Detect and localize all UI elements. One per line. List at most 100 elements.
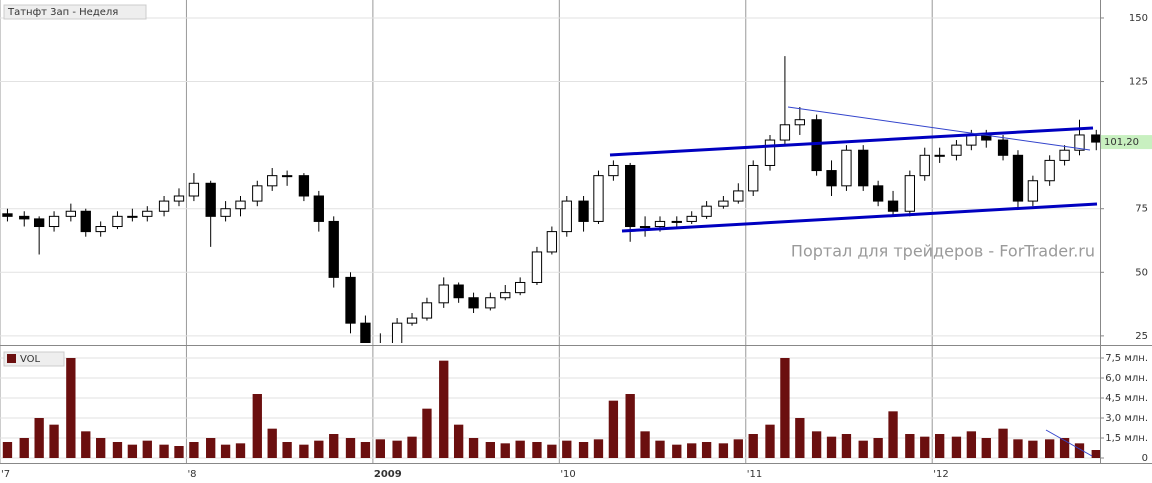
trend-lines [609, 106, 1098, 233]
y-tick-label: 7,5 млн. [1105, 353, 1148, 364]
volume-bar [127, 444, 138, 458]
y-tick-label: 3,0 млн. [1105, 413, 1148, 424]
volume-bar [282, 442, 292, 458]
candle-body [360, 322, 371, 343]
candle-body [19, 215, 30, 220]
volume-bar [905, 434, 915, 458]
x-tick-label: '12 [933, 469, 948, 480]
volume-bar [439, 360, 449, 458]
y-tick-label: 150 [1129, 13, 1148, 24]
candle-body [858, 149, 869, 187]
candle-body [95, 226, 106, 233]
volume-bar [1013, 439, 1023, 458]
volume-bar [485, 442, 495, 458]
candle-body [188, 182, 200, 197]
trend-line [787, 106, 1091, 151]
header-box[interactable] [3, 4, 147, 20]
volume-bar [81, 431, 91, 458]
volume-bar [562, 440, 572, 458]
volume-bar [935, 434, 945, 458]
candle-body [887, 200, 899, 212]
last-price-box [1101, 135, 1152, 150]
candles [2, 56, 1100, 343]
volume-bar [235, 443, 246, 458]
candle-body [515, 281, 526, 294]
volume-bar [206, 438, 216, 458]
candle-body [205, 182, 216, 217]
candle-body [500, 292, 511, 299]
legend-swatch [7, 354, 16, 363]
candle-body [220, 208, 231, 217]
volume-bar [593, 439, 604, 458]
candle-body [639, 226, 651, 229]
candle-body [438, 284, 449, 304]
volume-bar [608, 400, 619, 458]
volume-bar [780, 358, 790, 458]
candle-body [718, 200, 729, 207]
candle-body [127, 215, 138, 218]
candle-body [391, 322, 403, 343]
candle-body [267, 175, 278, 187]
volume-bar [1091, 450, 1101, 458]
legend-box[interactable] [3, 351, 65, 367]
y-tick-label: 4,5 млн. [1105, 393, 1148, 404]
volume-bar [795, 418, 805, 458]
y-tick-label: 6,0 млн. [1105, 373, 1148, 384]
candle-body [841, 149, 852, 187]
candle-body [826, 170, 837, 187]
candle-body [686, 215, 697, 222]
candle-body [345, 276, 356, 324]
volume-bar [34, 418, 44, 458]
volume-bar [422, 408, 432, 458]
candle-body [919, 154, 930, 177]
candle-body [625, 164, 636, 228]
volume-bar [407, 436, 417, 458]
volume-bar [19, 438, 29, 458]
volume-bar [112, 442, 123, 458]
volume-bar [625, 394, 635, 458]
y-tick-label: 75 [1135, 204, 1148, 215]
candle-body [578, 200, 589, 222]
volume-bar [142, 440, 152, 458]
volume-bar [640, 431, 650, 458]
volume-bar [873, 438, 883, 458]
volume-bar [468, 438, 479, 458]
candle-body [794, 119, 805, 126]
candle-body [281, 175, 293, 178]
volume-bar [547, 444, 557, 458]
chart-title: Татнфт 3ап - Неделя [7, 7, 118, 18]
volume-bar [826, 436, 837, 458]
volume-bar [998, 428, 1008, 458]
watermark: Портал для трейдеров - ForTrader.ru [791, 242, 1095, 261]
y-tick-label: 50 [1135, 267, 1148, 278]
x-tick-label: '11 [747, 469, 762, 480]
volume-bar [1045, 439, 1055, 458]
candle-body [468, 297, 479, 309]
volume-bar [345, 438, 356, 458]
candle-body [904, 175, 915, 212]
last-price-label: 101,20 [1104, 137, 1139, 148]
x-tick-label: '7 [1, 469, 10, 480]
volume-bar [951, 436, 962, 458]
trend-line [621, 202, 1098, 233]
candle-body [934, 154, 945, 157]
volume-bar [920, 436, 930, 458]
candle-body [1074, 134, 1085, 151]
volume-bar [453, 424, 464, 458]
volume-bar [765, 424, 775, 458]
candle-body [298, 175, 310, 197]
y-tick-label: 125 [1129, 77, 1148, 88]
volume-bar [811, 431, 822, 458]
candle-body [173, 195, 185, 202]
candle-body [1027, 180, 1039, 202]
volume-bar [733, 439, 743, 458]
volume-bar [718, 443, 729, 458]
candle-body [485, 297, 496, 309]
candle-body [733, 190, 744, 202]
volume-bar [360, 442, 371, 458]
candle-body [531, 251, 543, 283]
volume-bar [578, 442, 589, 458]
candle-body [142, 210, 153, 217]
